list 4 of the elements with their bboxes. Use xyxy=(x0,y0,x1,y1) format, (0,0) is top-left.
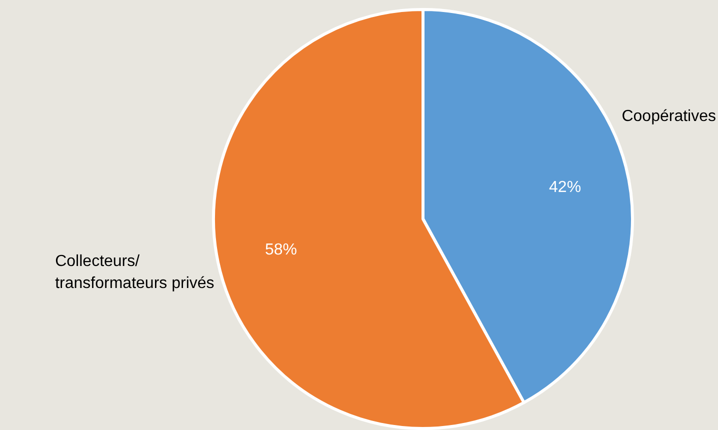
slice-label: Collecteurs/ transformateurs privés xyxy=(55,253,214,292)
data-label: 42% xyxy=(549,179,582,196)
data-label: 58% xyxy=(264,242,297,259)
slice-label: Coopératives xyxy=(622,108,716,125)
